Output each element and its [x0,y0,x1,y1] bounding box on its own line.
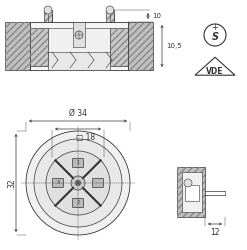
FancyBboxPatch shape [92,178,103,188]
Circle shape [106,6,114,14]
Bar [48,52,110,70]
Text: Ø 34: Ø 34 [69,109,87,118]
Bar [110,28,128,66]
Bar [177,167,205,217]
Bar [106,10,114,22]
Circle shape [75,31,83,39]
Circle shape [44,6,52,14]
Circle shape [184,179,192,187]
Bar [48,28,110,66]
FancyBboxPatch shape [73,198,83,207]
Circle shape [76,180,81,186]
Bar [128,22,153,70]
Bar [30,28,48,66]
Text: +: + [212,24,218,32]
Bar [30,22,128,70]
Bar [44,10,52,22]
FancyBboxPatch shape [73,158,83,168]
Text: 10,5: 10,5 [166,43,182,49]
Text: 3: 3 [56,180,60,186]
Circle shape [26,131,130,235]
Bar [5,22,30,70]
Bar [73,22,85,47]
Text: S: S [211,32,219,42]
Text: 1: 1 [76,160,80,166]
Text: 32: 32 [7,178,17,188]
Circle shape [71,176,85,190]
Circle shape [34,139,122,227]
Text: VDE: VDE [206,68,224,76]
Bar [5,22,30,70]
Bar [30,28,48,66]
Bar [177,167,205,217]
Bar [128,22,153,70]
Text: 10: 10 [152,13,161,19]
Text: □ 18: □ 18 [76,133,96,142]
Bar [110,28,128,66]
Bar [185,185,199,201]
Text: 12: 12 [210,228,220,237]
Bar [44,10,52,22]
Bar [52,157,104,209]
Bar [106,10,114,22]
FancyBboxPatch shape [53,178,63,188]
Circle shape [46,151,110,215]
Text: 2: 2 [76,200,80,205]
Bar [182,172,202,212]
